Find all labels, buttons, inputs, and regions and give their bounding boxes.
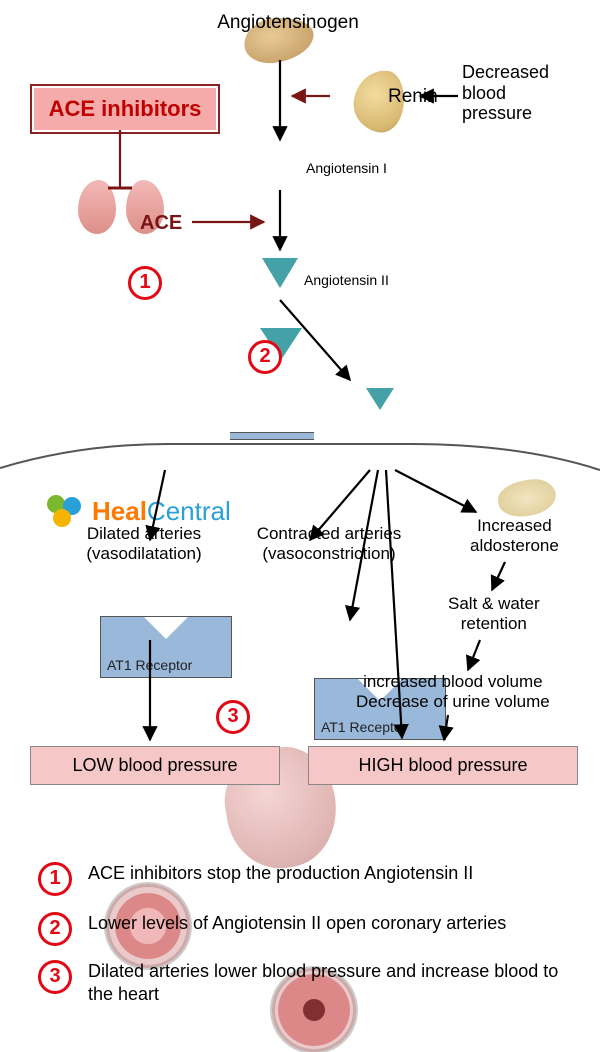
legend-text-2: Lower levels of Angiotensin II open coro…: [88, 912, 506, 935]
label-increased-blood-volume: increased blood volume Decrease of urine…: [356, 672, 550, 711]
label-angiotensin-2: Angiotensin II: [304, 272, 389, 288]
arrow-aldosterone-to-salt: [492, 562, 505, 590]
arrow-right-recept-to-aldosterone: [395, 470, 476, 512]
logo-central: Central: [147, 496, 231, 526]
legend-text-1: ACE inhibitors stop the production Angio…: [88, 862, 473, 885]
low-bp-box: LOW blood pressure: [30, 746, 280, 785]
receptor-connector: [230, 432, 314, 440]
angiotensin-2-bound: [366, 388, 394, 410]
logo-heal: Heal: [92, 496, 147, 526]
legend-text-3: Dilated arteries lower blood pressure an…: [88, 960, 578, 1007]
marker-2: 2: [248, 340, 282, 374]
legend-row-2: 2 Lower levels of Angiotensin II open co…: [38, 912, 578, 946]
marker-1: 1: [128, 266, 162, 300]
label-increased-aldosterone: Increased aldosterone: [470, 516, 559, 555]
at1-right-label: AT1 Receptor: [321, 719, 406, 735]
at1-receptor-left: AT1 Receptor: [100, 616, 232, 678]
angiotensin-2-shape: [262, 258, 298, 288]
marker-3: 3: [216, 700, 250, 734]
legend-row-1: 1 ACE inhibitors stop the production Ang…: [38, 862, 578, 896]
label-angiotensin-1: Angiotensin I: [306, 160, 387, 176]
label-angiotensinogen: Angiotensinogen: [208, 12, 368, 34]
high-bp-box: HIGH blood pressure: [308, 746, 578, 785]
legend-marker-2: 2: [38, 912, 72, 946]
logo-icon: [44, 494, 86, 528]
legend-marker-3: 3: [38, 960, 72, 994]
arrow-salt-to-volume: [468, 640, 480, 670]
adrenal-icon: [496, 477, 557, 519]
ace-inhibitors-box: ACE inhibitors: [30, 84, 220, 134]
label-decreased-bp: Decreased blood pressure: [462, 62, 549, 124]
healcentral-logo: HealCentral: [44, 494, 231, 528]
legend-marker-1: 1: [38, 862, 72, 896]
legend-row-3: 3 Dilated arteries lower blood pressure …: [38, 960, 578, 1007]
label-contracted: Contracted arteries (vasoconstriction): [234, 524, 424, 563]
label-salt-water: Salt & water retention: [448, 594, 540, 633]
label-dilated: Dilated arteries (vasodilatation): [54, 524, 234, 563]
label-ace: ACE: [140, 212, 182, 235]
label-renin: Renin: [388, 86, 438, 108]
at1-left-label: AT1 Receptor: [107, 657, 192, 673]
